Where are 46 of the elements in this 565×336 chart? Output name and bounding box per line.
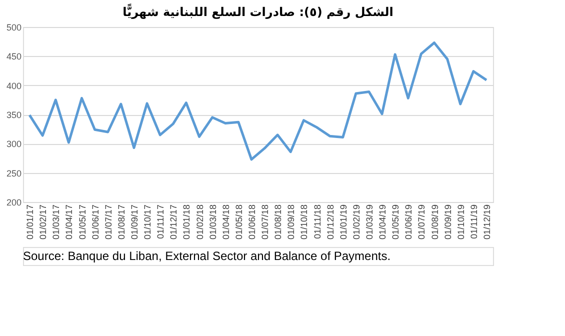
x-tick-label: 01/03/18 xyxy=(208,204,218,240)
x-tick-label: 01/01/18 xyxy=(182,204,192,240)
x-tick-label: 01/03/19 xyxy=(364,204,374,240)
x-tick-label: 01/11/18 xyxy=(312,204,322,239)
x-tick-label: 01/11/17 xyxy=(156,204,166,239)
x-tick-label: 01/05/17 xyxy=(77,204,88,240)
y-tick-label: 500 xyxy=(6,22,22,32)
x-tick-label: 01/10/17 xyxy=(142,204,153,240)
x-tick-label: 01/05/18 xyxy=(234,204,244,240)
x-tick-label: 01/12/17 xyxy=(168,204,179,240)
y-tick-label: 400 xyxy=(6,80,22,91)
x-tick-label: 01/06/17 xyxy=(90,204,100,240)
x-tick-label: 01/07/18 xyxy=(260,204,270,240)
line-series xyxy=(28,42,488,161)
x-tick-label: 01/08/18 xyxy=(273,204,284,240)
x-tick-label: 01/12/19 xyxy=(482,204,492,240)
x-tick-label: 01/03/17 xyxy=(51,204,62,240)
x-tick-label: 01/04/19 xyxy=(378,204,388,240)
x-tick-label: 01/02/18 xyxy=(194,204,205,240)
y-tick-label: 450 xyxy=(6,52,22,62)
x-tick-label: 01/09/17 xyxy=(129,204,140,240)
x-tick-label: 01/02/17 xyxy=(38,204,48,240)
x-tick-label: 01/02/19 xyxy=(351,204,362,240)
y-tick-label: 250 xyxy=(6,168,22,178)
x-tick-label: 01/07/19 xyxy=(416,204,427,240)
x-tick-label: 01/04/17 xyxy=(64,204,74,240)
y-tick-label: 350 xyxy=(6,110,22,120)
x-tick-label: 01/05/19 xyxy=(390,204,401,240)
y-tick-label: 200 xyxy=(6,198,22,208)
x-tick-label: 01/01/17 xyxy=(25,204,36,240)
x-tick-label: 01/11/19 xyxy=(468,204,479,239)
x-tick-label: 01/12/18 xyxy=(325,204,336,240)
x-tick-label: 01/07/17 xyxy=(103,204,114,240)
x-tick-label: 01/08/19 xyxy=(430,204,440,240)
x-tick-label: 01/08/17 xyxy=(116,204,126,240)
x-tick-label: 01/04/18 xyxy=(220,204,231,240)
x-tick-label: 01/10/19 xyxy=(456,204,466,240)
x-tick-label: 01/01/19 xyxy=(338,204,348,240)
x-tick-label: 01/06/18 xyxy=(246,204,257,240)
chart-title: الشكل رقم (٥): صادرات السلع اللبنانية شهريًّا xyxy=(122,3,394,19)
x-tick-label: 01/09/18 xyxy=(286,204,296,240)
source-note: Source: Banque du Liban, External Sector and Balance of Payments. xyxy=(23,249,391,263)
x-tick-label: 01/10/18 xyxy=(299,204,310,240)
x-tick-label: 01/09/19 xyxy=(442,204,453,240)
x-tick-label: 01/06/19 xyxy=(404,204,414,240)
y-tick-label: 300 xyxy=(6,139,22,150)
